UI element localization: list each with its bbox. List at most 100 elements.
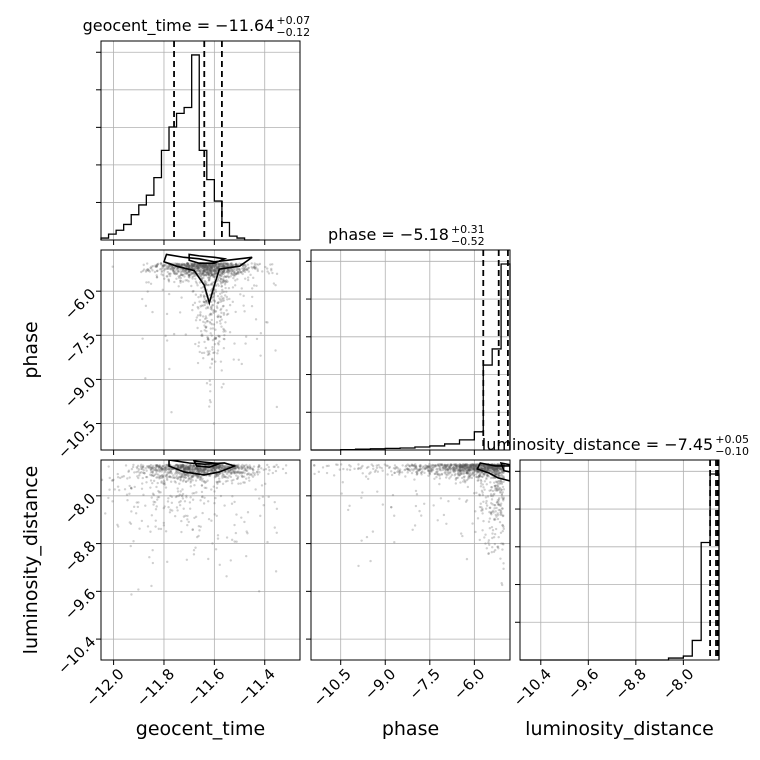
scatter-point (424, 467, 428, 470)
scatter-point (198, 469, 201, 473)
scatter-point (501, 491, 504, 494)
scatter-point (203, 273, 206, 277)
scatter-point (188, 265, 191, 268)
scatter-point (243, 469, 246, 472)
scatter-point (467, 468, 470, 471)
scatter-point (168, 471, 171, 475)
scatter-point (227, 269, 230, 273)
scatter-point (165, 467, 168, 471)
scatter-point (215, 267, 218, 271)
scatter-point (222, 382, 225, 386)
scatter-point (204, 264, 208, 267)
scatter-point (210, 300, 213, 304)
scatter-point (461, 468, 465, 472)
scatter-point (472, 467, 476, 471)
scatter-point (226, 268, 230, 272)
scatter-point (225, 575, 228, 578)
scatter-point (444, 473, 448, 476)
scatter-point (242, 464, 246, 468)
scatter-point (210, 270, 213, 273)
scatter-point (224, 475, 227, 479)
scatter-point (212, 269, 215, 272)
scatter-point (187, 467, 190, 470)
scatter-point (215, 321, 219, 324)
scatter-point (491, 466, 494, 469)
scatter-point (191, 479, 194, 482)
scatter-point (470, 464, 473, 467)
scatter-point (493, 503, 496, 507)
scatter-point (478, 475, 482, 478)
scatter-point (491, 546, 494, 549)
scatter-point (447, 467, 451, 470)
scatter-point (480, 463, 483, 467)
scatter-point (194, 546, 197, 549)
scatter-point (208, 269, 212, 272)
scatter-point (168, 467, 172, 471)
scatter-point (150, 267, 153, 270)
scatter-point (274, 570, 278, 573)
scatter-point (209, 390, 212, 393)
scatter-point (161, 288, 165, 292)
scatter-point (154, 468, 157, 472)
scatter-point (500, 492, 504, 496)
scatter-point (169, 272, 172, 276)
scatter-point (183, 275, 186, 278)
scatter-point (165, 266, 168, 269)
scatter-point (196, 265, 199, 268)
scatter-point (184, 333, 188, 336)
scatter-point (486, 467, 490, 470)
scatter-point (182, 467, 185, 470)
scatter-point (457, 464, 461, 468)
scatter-point (207, 263, 210, 267)
scatter-point (206, 264, 209, 268)
scatter-point (448, 466, 452, 469)
scatter-point (196, 326, 199, 330)
scatter-point (194, 265, 197, 268)
scatter-point (270, 465, 272, 467)
scatter-point (184, 514, 187, 517)
scatter-point (205, 329, 208, 333)
scatter-point (205, 486, 208, 490)
scatter-point (164, 463, 167, 467)
scatter-point (195, 474, 198, 477)
density-contour (499, 461, 510, 473)
scatter-point (485, 466, 488, 469)
scatter-point (217, 266, 220, 269)
scatter-point (487, 466, 490, 469)
panel-title: geocent_time = −11.64 (83, 16, 275, 36)
scatter-point (201, 271, 205, 275)
scatter-point (145, 469, 148, 472)
scatter-point (197, 468, 200, 471)
scatter-point (160, 270, 163, 274)
scatter-point (211, 469, 214, 473)
scatter-point (130, 467, 134, 471)
scatter-point (264, 467, 268, 471)
scatter-point (225, 262, 228, 265)
scatter-point (200, 273, 203, 276)
scatter-point (170, 495, 174, 499)
scatter-point (239, 271, 243, 274)
scatter-point (175, 495, 179, 498)
scatter-point (373, 470, 377, 473)
scatter-point (190, 465, 194, 468)
scatter-point (471, 463, 474, 467)
scatter-point (168, 265, 171, 268)
scatter-point (140, 519, 144, 523)
scatter-point (229, 275, 232, 278)
scatter-point (213, 299, 216, 302)
scatter-point (219, 466, 223, 469)
scatter-point (482, 464, 485, 468)
scatter-point (234, 466, 238, 470)
scatter-point (495, 515, 498, 518)
scatter-point (205, 300, 209, 304)
scatter-point (199, 469, 203, 472)
scatter-point (467, 470, 470, 473)
scatter-point (475, 491, 478, 495)
scatter-point (226, 262, 229, 265)
scatter-point (161, 464, 164, 468)
scatter-point (246, 263, 250, 266)
scatter-point (467, 468, 471, 472)
scatter-point (464, 468, 468, 472)
scatter-point (122, 475, 126, 478)
scatter-point (243, 520, 246, 524)
